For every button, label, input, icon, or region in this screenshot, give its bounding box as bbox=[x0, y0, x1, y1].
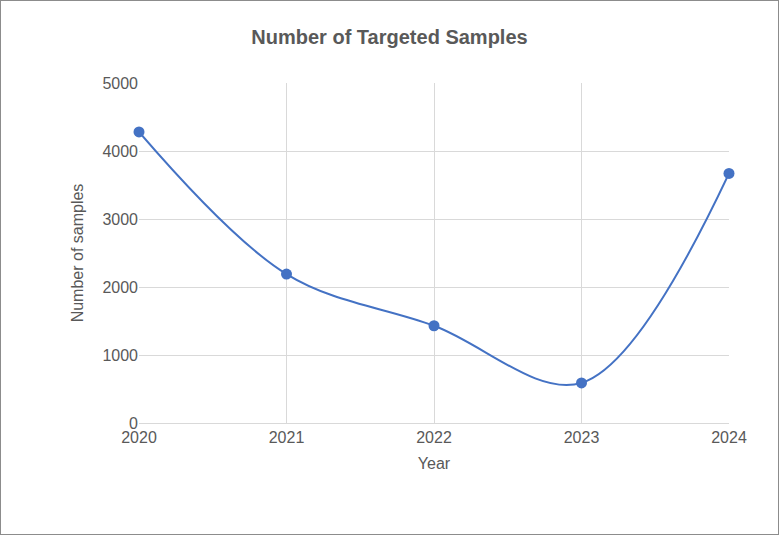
svg-text:0: 0 bbox=[129, 415, 138, 432]
svg-text:2000: 2000 bbox=[102, 279, 138, 296]
svg-text:2021: 2021 bbox=[269, 429, 305, 446]
svg-text:2024: 2024 bbox=[711, 429, 747, 446]
svg-text:2023: 2023 bbox=[564, 429, 600, 446]
svg-text:4000: 4000 bbox=[102, 143, 138, 160]
svg-text:2022: 2022 bbox=[416, 429, 452, 446]
svg-text:2020: 2020 bbox=[121, 429, 157, 446]
svg-text:5000: 5000 bbox=[102, 75, 138, 92]
svg-text:3000: 3000 bbox=[102, 211, 138, 228]
svg-text:Number of Targeted Samples: Number of Targeted Samples bbox=[251, 26, 527, 48]
svg-text:Number of samples: Number of samples bbox=[69, 184, 86, 323]
svg-text:Year: Year bbox=[418, 455, 451, 472]
svg-text:1000: 1000 bbox=[102, 347, 138, 364]
